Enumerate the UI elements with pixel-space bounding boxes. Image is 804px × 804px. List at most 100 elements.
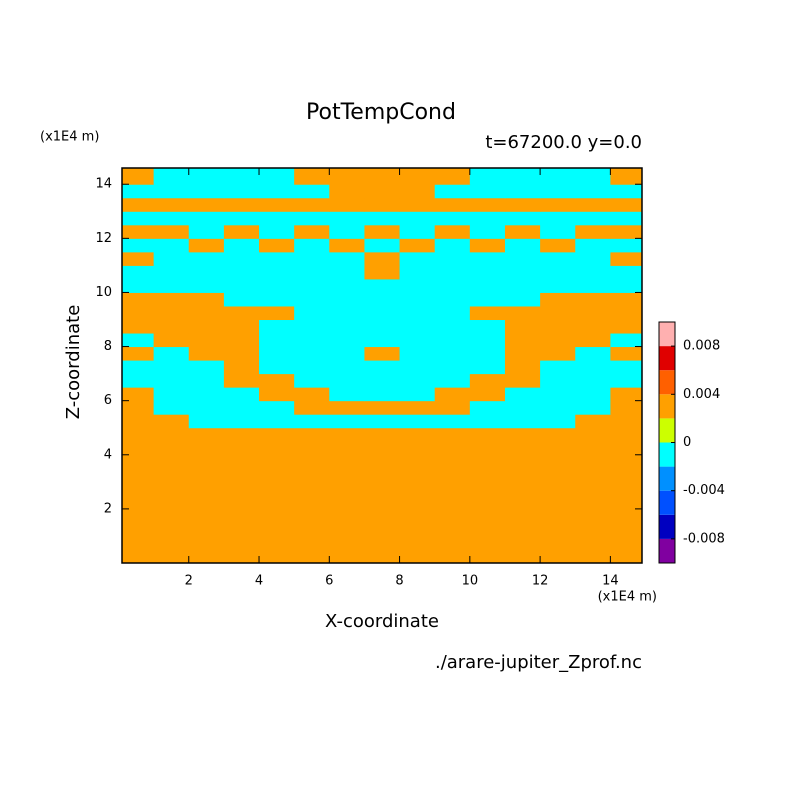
colorbar-tick-label: 0.004 bbox=[683, 387, 720, 402]
field-cell bbox=[469, 414, 506, 429]
field-cell bbox=[504, 184, 541, 199]
field-cell bbox=[399, 305, 436, 321]
field-cell bbox=[575, 278, 611, 293]
field-cell bbox=[223, 211, 260, 226]
field-cell bbox=[188, 238, 225, 253]
field-cell bbox=[540, 224, 576, 239]
field-cell bbox=[364, 197, 401, 212]
field-cell bbox=[575, 346, 611, 361]
field-cell bbox=[399, 238, 436, 253]
field-cell bbox=[540, 305, 576, 321]
field-cell bbox=[329, 224, 365, 239]
field-cell bbox=[122, 414, 155, 429]
field-cell bbox=[610, 251, 642, 266]
field-cell bbox=[329, 414, 365, 429]
field-cell bbox=[259, 387, 295, 402]
field-cell bbox=[329, 251, 365, 266]
field-cell bbox=[540, 184, 576, 199]
field-cell bbox=[153, 292, 190, 307]
field-cell bbox=[294, 292, 330, 307]
field-cell bbox=[610, 265, 642, 280]
colorbar-segment bbox=[659, 490, 675, 515]
field-cell bbox=[329, 278, 365, 293]
field-cell bbox=[469, 292, 506, 307]
field-cell bbox=[122, 373, 155, 388]
field-cell bbox=[434, 427, 471, 563]
field-cell bbox=[540, 373, 576, 388]
field-cell bbox=[364, 360, 401, 375]
field-cell bbox=[575, 400, 611, 415]
field-cell bbox=[259, 278, 295, 293]
field-cell bbox=[610, 211, 642, 226]
field-cell bbox=[294, 346, 330, 361]
field-cell bbox=[610, 414, 642, 429]
field-cell bbox=[188, 265, 225, 280]
field-cell bbox=[540, 414, 576, 429]
field-cell bbox=[364, 333, 401, 348]
field-cell bbox=[575, 265, 611, 280]
colorbar-segment bbox=[659, 394, 675, 419]
field-cell bbox=[364, 265, 401, 280]
field-cell bbox=[540, 346, 576, 361]
field-cell bbox=[469, 224, 506, 239]
field-cell bbox=[294, 278, 330, 293]
field-cell bbox=[469, 168, 506, 185]
field-cell bbox=[504, 414, 541, 429]
field-cell bbox=[188, 387, 225, 402]
field-cell bbox=[434, 292, 471, 307]
field-cell bbox=[540, 278, 576, 293]
field-cell bbox=[434, 168, 471, 185]
field-cell bbox=[294, 400, 330, 415]
field-cell bbox=[469, 197, 506, 212]
y-tick-label: 12 bbox=[95, 231, 112, 246]
field-cell bbox=[153, 414, 190, 429]
field-cell bbox=[329, 333, 365, 348]
field-cell bbox=[153, 427, 190, 563]
field-cell bbox=[122, 265, 155, 280]
source-file: ./arare-jupiter_Zprof.nc bbox=[435, 652, 642, 673]
field-cell bbox=[434, 265, 471, 280]
field-cell bbox=[329, 360, 365, 375]
field-cell bbox=[399, 251, 436, 266]
field-cell bbox=[575, 414, 611, 429]
field-cell bbox=[294, 319, 330, 334]
field-cell bbox=[540, 387, 576, 402]
field-cell bbox=[153, 373, 190, 388]
field-cell bbox=[434, 211, 471, 226]
field-cell bbox=[469, 387, 506, 402]
y-unit: (x1E4 m) bbox=[40, 130, 99, 145]
field-cell bbox=[122, 387, 155, 402]
field-cell bbox=[575, 360, 611, 375]
field-cell bbox=[504, 211, 541, 226]
field-cell bbox=[294, 333, 330, 348]
colorbar-segment bbox=[659, 346, 675, 371]
colorbar-segment bbox=[659, 538, 675, 563]
field-cell bbox=[469, 319, 506, 334]
field-cell bbox=[188, 292, 225, 307]
field-cell bbox=[329, 168, 365, 185]
field-cell bbox=[504, 197, 541, 212]
field-cell bbox=[469, 211, 506, 226]
field-cell bbox=[153, 387, 190, 402]
field-cell bbox=[188, 211, 225, 226]
field-cell bbox=[364, 427, 401, 563]
field-cell bbox=[434, 387, 471, 402]
field-cell bbox=[122, 346, 155, 361]
field-cell bbox=[122, 360, 155, 375]
field-cell bbox=[122, 197, 155, 212]
colorbar-tick-label: 0 bbox=[683, 435, 691, 450]
field-cell bbox=[259, 224, 295, 239]
field-cell bbox=[610, 224, 642, 239]
field-cell bbox=[469, 278, 506, 293]
field-cell bbox=[504, 292, 541, 307]
plot-frame bbox=[121, 167, 643, 564]
field-cell bbox=[434, 278, 471, 293]
colorbar-segment bbox=[659, 322, 675, 347]
field-cell bbox=[434, 197, 471, 212]
field-cell bbox=[259, 197, 295, 212]
field-cell bbox=[610, 346, 642, 361]
field-cell bbox=[610, 197, 642, 212]
field-cell bbox=[188, 305, 225, 321]
field-cell bbox=[575, 387, 611, 402]
y-tick-label: 8 bbox=[104, 339, 112, 354]
